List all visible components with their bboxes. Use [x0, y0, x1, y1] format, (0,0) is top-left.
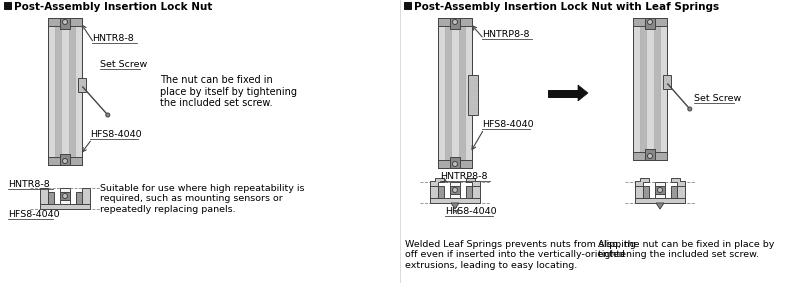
Bar	[430, 198, 480, 203]
Text: HFS8-4040: HFS8-4040	[482, 120, 534, 129]
Bar	[430, 182, 438, 198]
Bar	[450, 157, 460, 168]
Bar	[60, 188, 70, 204]
Bar	[458, 18, 465, 168]
Bar	[48, 18, 82, 26]
Bar	[446, 18, 451, 168]
Text: Welded Leaf Springs prevents nuts from slipping
off even if inserted into the ve: Welded Leaf Springs prevents nuts from s…	[405, 240, 636, 270]
Bar	[40, 204, 90, 209]
Bar	[643, 186, 649, 198]
Circle shape	[688, 107, 692, 111]
Bar	[48, 157, 82, 165]
Text: HFS8-4040: HFS8-4040	[8, 210, 60, 219]
Text: Suitable for use where high repeatability is
required, such as mounting sensors : Suitable for use where high repeatabilit…	[100, 184, 305, 214]
Bar	[635, 198, 685, 203]
Bar	[438, 18, 472, 26]
Circle shape	[62, 20, 67, 25]
Circle shape	[106, 113, 110, 117]
Text: The nut can be fixed in
place by itself by tightening
the included set screw.: The nut can be fixed in place by itself …	[160, 75, 297, 108]
Bar	[4, 2, 11, 9]
Text: HNTR8-8: HNTR8-8	[8, 180, 50, 189]
Bar	[48, 18, 55, 165]
Bar	[438, 160, 472, 168]
Text: Post-Assembly Insertion Lock Nut with Leaf Springs: Post-Assembly Insertion Lock Nut with Le…	[414, 2, 719, 12]
Bar	[468, 75, 478, 115]
Bar	[472, 182, 480, 198]
Bar	[450, 182, 460, 198]
Circle shape	[62, 194, 67, 198]
Bar	[646, 18, 654, 160]
Text: Post-Assembly Insertion Lock Nut: Post-Assembly Insertion Lock Nut	[14, 2, 212, 12]
Bar	[659, 18, 667, 160]
Polygon shape	[635, 178, 649, 186]
Bar	[450, 18, 460, 29]
Text: Set Screw: Set Screw	[694, 94, 741, 103]
Polygon shape	[430, 178, 444, 186]
Bar	[633, 18, 667, 160]
Bar	[78, 78, 86, 92]
Text: HFS8-4040: HFS8-4040	[445, 207, 497, 216]
Bar	[671, 186, 677, 198]
Bar	[641, 18, 646, 160]
Bar	[663, 75, 671, 89]
Polygon shape	[656, 203, 664, 209]
Circle shape	[62, 158, 67, 164]
Circle shape	[647, 153, 653, 158]
Bar	[655, 182, 665, 198]
Bar	[60, 192, 70, 200]
Bar	[654, 18, 659, 160]
Bar	[48, 192, 54, 204]
Text: HNTRP8-8: HNTRP8-8	[482, 30, 530, 39]
Bar	[677, 182, 685, 198]
Bar	[74, 18, 82, 165]
Bar	[60, 154, 70, 165]
Polygon shape	[451, 203, 459, 209]
Bar	[40, 188, 48, 204]
Polygon shape	[466, 178, 480, 186]
Bar	[404, 2, 411, 9]
Bar	[60, 18, 70, 29]
Bar	[55, 18, 62, 165]
Polygon shape	[671, 178, 685, 186]
Circle shape	[453, 20, 458, 25]
Circle shape	[453, 188, 458, 192]
Bar	[438, 18, 446, 168]
Bar	[76, 192, 82, 204]
Bar	[635, 182, 643, 198]
Bar	[466, 186, 472, 198]
Text: HFS8-4040: HFS8-4040	[90, 130, 142, 139]
Bar	[450, 186, 460, 194]
Bar	[548, 89, 578, 97]
Bar	[48, 18, 82, 165]
Text: Also, the nut can be fixed in place by
tightening the included set screw.: Also, the nut can be fixed in place by t…	[598, 240, 774, 260]
Text: HNTRP8-8: HNTRP8-8	[440, 172, 487, 181]
Bar	[633, 18, 641, 160]
Circle shape	[658, 188, 662, 192]
Text: HNTR8-8: HNTR8-8	[92, 34, 134, 43]
Bar	[633, 18, 667, 26]
Bar	[69, 18, 74, 165]
Bar	[451, 18, 458, 168]
Circle shape	[647, 20, 653, 25]
Bar	[62, 18, 69, 165]
Circle shape	[453, 162, 458, 166]
Bar	[465, 18, 472, 168]
Bar	[655, 186, 665, 194]
Text: Set Screw: Set Screw	[100, 60, 147, 69]
Bar	[438, 18, 472, 168]
Bar	[645, 18, 655, 29]
Polygon shape	[578, 85, 588, 101]
Bar	[438, 186, 444, 198]
Bar	[633, 152, 667, 160]
Bar	[82, 188, 90, 204]
Bar	[645, 149, 655, 160]
